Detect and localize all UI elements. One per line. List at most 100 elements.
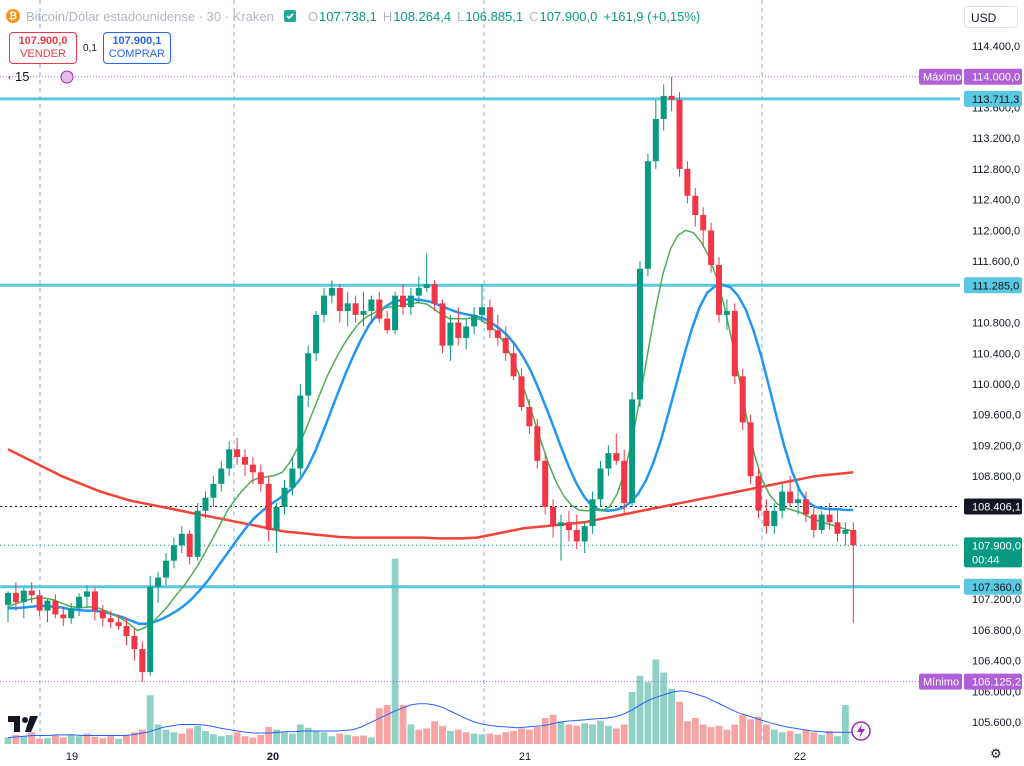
volume-bar: [549, 714, 557, 744]
price-tick-label: 110.800,0: [972, 318, 1020, 330]
time-tick-label: 19: [66, 751, 78, 763]
candle-body: [257, 472, 264, 484]
candle-body: [439, 303, 446, 346]
ohlc-low-label: L: [457, 8, 465, 24]
volume-bar: [59, 737, 67, 744]
candle-body: [779, 491, 786, 511]
volume-bars: [4, 558, 854, 744]
collapse-chevron-icon[interactable]: ‹: [8, 71, 11, 82]
volume-bar: [123, 734, 130, 744]
volume-bar: [486, 733, 494, 744]
candle-body: [684, 168, 691, 196]
candle-body: [163, 560, 169, 578]
level-tag-bg: [964, 578, 1022, 595]
candle-body: [708, 230, 715, 265]
volume-bar: [439, 725, 446, 744]
candle-body: [297, 395, 304, 469]
volume-bar: [304, 727, 312, 744]
ma-slow-line: [7, 448, 854, 540]
ohlc-close-value: 107.900,0: [539, 8, 598, 24]
level-tag: 113.711,3: [972, 94, 1019, 106]
volume-bar: [731, 724, 739, 744]
chart-settings-icon[interactable]: ⚙: [990, 746, 1002, 761]
volume-bar: [660, 672, 668, 744]
min-tag-bg: [964, 673, 1022, 690]
volume-bar: [715, 725, 723, 744]
symbol-title[interactable]: Bitcoin/Dólar estadounidense · 30 · Krak…: [26, 8, 274, 24]
level-tag: 111.285,0: [972, 280, 1019, 292]
candle-body: [613, 453, 620, 461]
candle-body: [170, 545, 177, 561]
candle-body: [589, 499, 596, 527]
volume-bar: [281, 732, 288, 744]
candle-body: [676, 99, 683, 169]
buy-button[interactable]: 107.900,1 COMPRAR: [102, 32, 171, 64]
market-open-icon: [283, 10, 296, 22]
candle-body: [479, 307, 485, 315]
volume-bar: [533, 727, 541, 744]
candle-body: [455, 322, 462, 338]
price-tick-label: 112.000,0: [972, 225, 1020, 237]
candle-body: [186, 533, 193, 557]
candle-body: [502, 337, 509, 354]
volume-bar: [423, 728, 431, 744]
last-price-tag-bg: [964, 537, 1022, 568]
volume-bar: [344, 734, 352, 744]
price-tick-label: 112.800,0: [972, 164, 1020, 176]
time-axis[interactable]: 19 20 21 22: [66, 751, 806, 763]
price-tick-label: 109.200,0: [972, 440, 1021, 452]
candle-body: [739, 376, 746, 423]
volume-bar: [770, 729, 778, 744]
candle-body: [242, 456, 248, 465]
candle-body: [273, 506, 280, 530]
volume-bar: [612, 728, 620, 744]
candle-body: [226, 449, 233, 469]
volume-bar: [265, 727, 273, 744]
candle-body: [850, 529, 857, 546]
sell-button[interactable]: 107.900,0 VENDER: [9, 32, 77, 64]
candle-body: [344, 303, 351, 312]
volume-bar: [447, 731, 454, 744]
candle-body: [76, 596, 83, 609]
volume-bar: [178, 733, 186, 744]
volume-bar: [36, 738, 43, 744]
candle-body: [597, 468, 604, 500]
price-tick-label: 108.800,0: [972, 471, 1021, 483]
candle-body: [826, 514, 833, 523]
volume-bar: [4, 737, 12, 744]
candle-body: [68, 608, 75, 619]
price-axis[interactable]: 114.400,0113.600,0113.200,0112.800,0112.…: [972, 41, 1021, 729]
volume-bar: [336, 733, 344, 744]
candle-body: [629, 399, 636, 504]
volume-bar: [676, 701, 683, 744]
volume-bar: [842, 705, 849, 744]
candle-body: [91, 591, 98, 611]
volume-bar: [170, 732, 178, 744]
chart-header: ₿ Bitcoin/Dólar estadounidense · 30 · Kr…: [6, 7, 700, 25]
price-tick-label: 112.400,0: [972, 195, 1020, 207]
sell-label: VENDER: [20, 48, 66, 60]
price-tick-label: 106.800,0: [972, 625, 1021, 637]
candle-body: [700, 215, 707, 231]
currency-selector[interactable]: USD: [964, 6, 1018, 28]
volume-bar: [644, 682, 652, 744]
candle-body: [360, 311, 367, 315]
candle-body: [99, 610, 106, 619]
horizontal-levels[interactable]: [0, 76, 960, 683]
ohlc-high-value: 108.264,4: [393, 8, 452, 24]
interval-selector[interactable]: ‹ 15: [8, 69, 29, 84]
volume-bar: [684, 721, 691, 744]
candle-body: [550, 506, 557, 527]
volume-bar: [28, 732, 36, 744]
candle-body: [431, 284, 438, 304]
candle-body: [542, 460, 549, 507]
volume-bar: [834, 736, 841, 744]
volume-bar: [747, 719, 754, 744]
volume-bar: [636, 675, 644, 744]
trade-panel: 107.900,0 VENDER 0,1 107.900,1 COMPRAR: [9, 32, 171, 64]
price-tick-label: 109.600,0: [972, 410, 1021, 422]
tradingview-logo-icon[interactable]: [8, 714, 44, 734]
max-tag: 114.000,0: [972, 72, 1020, 84]
volume-bar: [194, 725, 201, 744]
